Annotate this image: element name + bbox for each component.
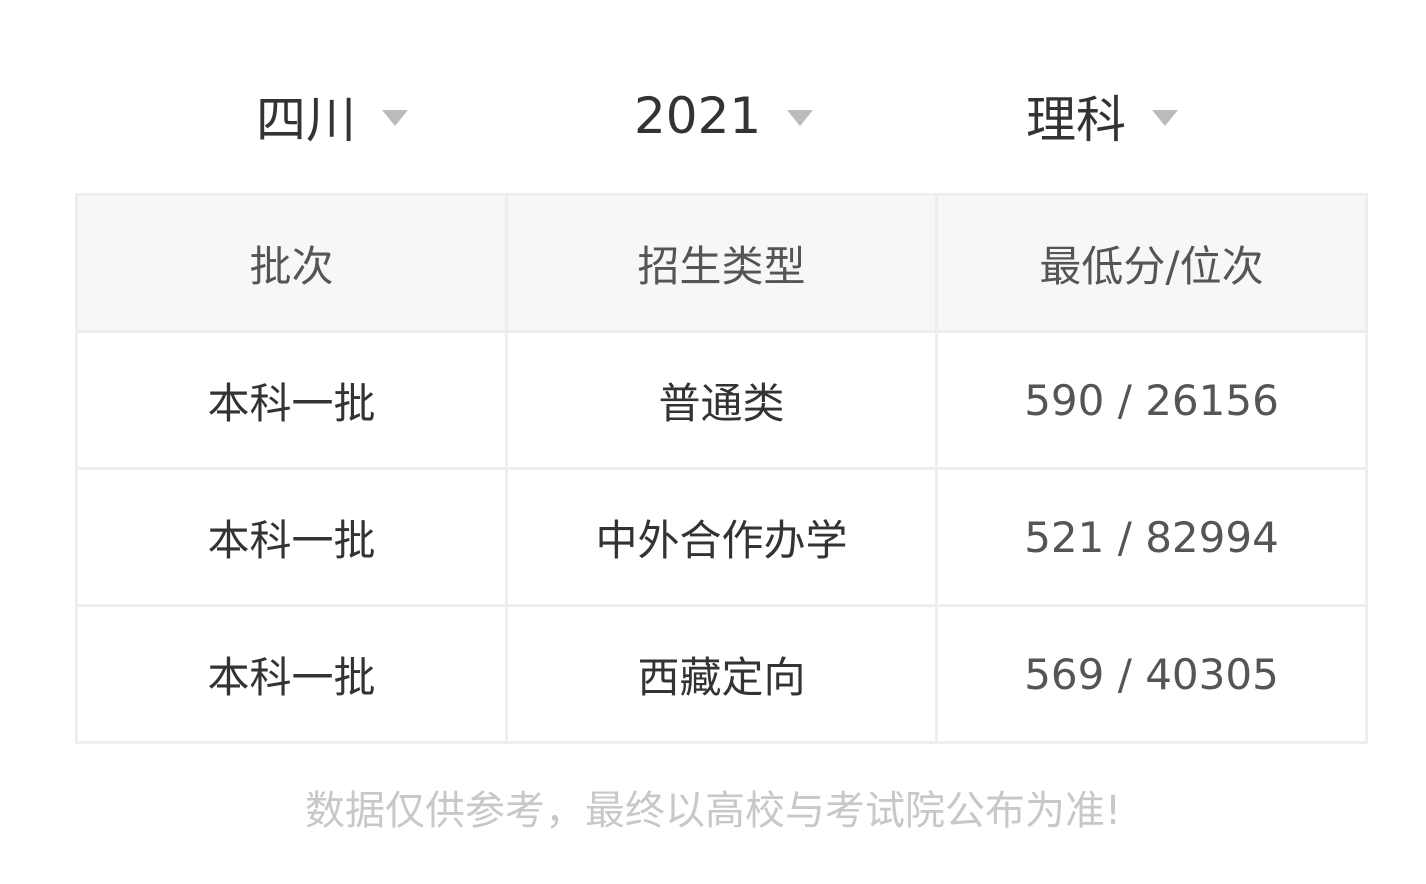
year-value: 2021 [634,87,762,145]
cell-score: 569 / 40305 [935,604,1368,744]
province-value: 四川 [256,91,356,149]
cell-batch: 本科一批 [75,467,508,607]
table-row: 本科一批 普通类 590 / 26156 [75,330,1368,470]
filter-bar: 四川 2021 理科 [0,78,1426,154]
table-row: 本科一批 中外合作办学 521 / 82994 [75,467,1368,607]
caret-down-icon [787,110,814,126]
cell-type: 中外合作办学 [505,467,938,607]
cell-score: 590 / 26156 [935,330,1368,470]
subject-value: 理科 [1026,91,1126,149]
header-score: 最低分/位次 [935,193,1368,333]
subject-dropdown[interactable]: 理科 [1026,78,1178,154]
header-type: 招生类型 [505,193,938,333]
cell-type: 普通类 [505,330,938,470]
year-dropdown[interactable]: 2021 [634,78,814,154]
table-row: 本科一批 西藏定向 569 / 40305 [75,604,1368,744]
cell-score: 521 / 82994 [935,467,1368,607]
cell-batch: 本科一批 [75,330,508,470]
caret-down-icon [1152,110,1178,126]
province-dropdown[interactable]: 四川 [256,78,408,154]
caret-down-icon [382,110,408,126]
cell-type: 西藏定向 [505,604,938,744]
score-table: 批次 招生类型 最低分/位次 本科一批 普通类 590 / 26156 本科一批… [75,193,1368,744]
cell-batch: 本科一批 [75,604,508,744]
table-header: 批次 招生类型 最低分/位次 [75,193,1368,333]
header-batch: 批次 [75,193,508,333]
disclaimer-note: 数据仅供参考，最终以高校与考试院公布为准! [304,788,1122,834]
